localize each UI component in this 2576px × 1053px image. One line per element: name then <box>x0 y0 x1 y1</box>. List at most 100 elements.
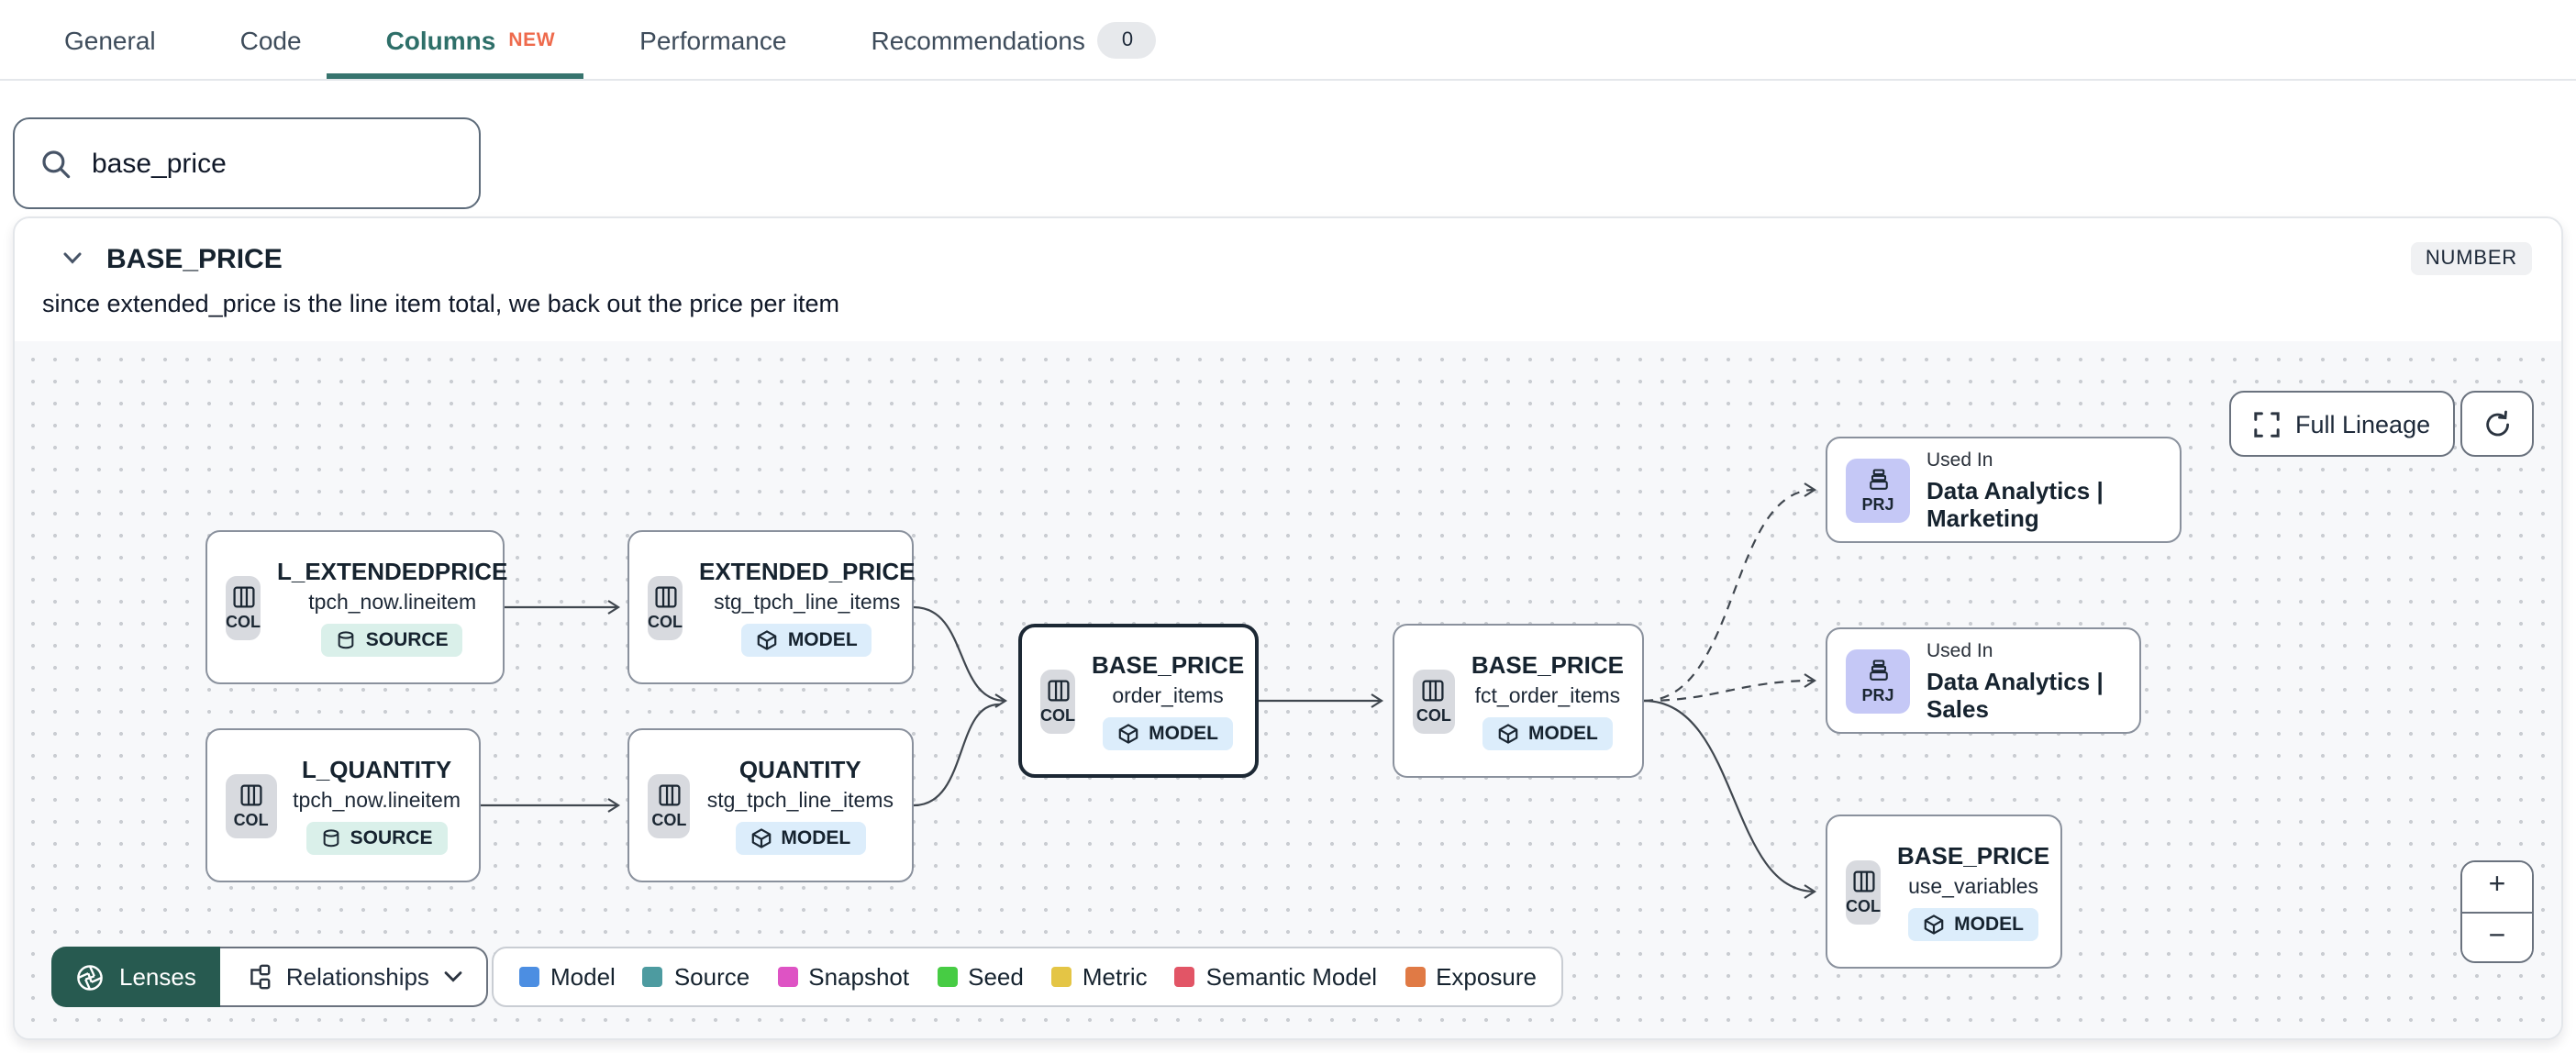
search-icon <box>40 148 72 179</box>
node-used-in-sales[interactable]: PRJ Used In Data Analytics | Sales <box>1826 627 2141 734</box>
columns-icon <box>1421 678 1447 702</box>
cube-icon <box>1923 914 1945 936</box>
database-icon <box>321 827 341 849</box>
refresh-button[interactable] <box>2460 391 2534 457</box>
node-subtitle: fct_order_items <box>1474 686 1621 708</box>
node-type-legend: Model Source Snapshot Seed Metric Semant… <box>492 947 1564 1007</box>
full-lineage-button[interactable]: Full Lineage <box>2229 391 2455 457</box>
model-badge: MODEL <box>1908 908 2038 941</box>
columns-icon <box>239 782 264 806</box>
lineage-toolbar: Lenses Relationships <box>51 947 488 1007</box>
expand-icon <box>2253 410 2281 438</box>
search-input[interactable]: base_price <box>13 117 481 209</box>
column-chip: COL <box>1846 859 1881 924</box>
relationships-dropdown[interactable]: Relationships <box>219 947 488 1007</box>
node-quantity[interactable]: COL QUANTITY stg_tpch_line_items MODEL <box>627 728 914 882</box>
project-stack-icon <box>1865 467 1891 491</box>
node-title: Data Analytics | Sales <box>1926 667 2104 722</box>
node-base-price-fct-order-items[interactable]: COL BASE_PRICE fct_order_items MODEL <box>1393 624 1644 778</box>
node-subtitle: stg_tpch_line_items <box>706 791 894 813</box>
legend-item-semantic-model: Semantic Model <box>1174 963 1377 991</box>
model-badge: MODEL <box>735 822 866 855</box>
node-l-extendedprice[interactable]: COL L_EXTENDEDPRICE tpch_now.lineitem SO… <box>205 530 507 684</box>
cube-icon <box>1117 723 1139 745</box>
snapshot-swatch <box>777 967 798 987</box>
tab-code[interactable]: Code <box>239 25 302 54</box>
cube-icon <box>1497 723 1519 745</box>
semantic-model-swatch <box>1174 967 1195 987</box>
seed-swatch <box>937 967 958 987</box>
relationships-icon <box>244 963 272 991</box>
legend-item-source: Source <box>642 963 749 991</box>
columns-icon <box>1850 869 1876 892</box>
metric-swatch <box>1050 967 1071 987</box>
columns-icon <box>230 584 256 608</box>
zoom-controls: + − <box>2460 860 2534 963</box>
column-chip: COL <box>1040 669 1075 733</box>
source-swatch <box>642 967 663 987</box>
cube-icon <box>757 629 779 651</box>
model-badge: MODEL <box>741 624 872 657</box>
node-extended-price[interactable]: COL EXTENDED_PRICE stg_tpch_line_items M… <box>627 530 916 684</box>
aperture-icon <box>75 962 105 992</box>
model-badge: MODEL <box>1103 717 1233 750</box>
column-chip: COL <box>1413 669 1455 733</box>
database-icon <box>337 629 357 651</box>
collapse-chevron-icon[interactable] <box>62 251 83 266</box>
new-badge: NEW <box>508 28 556 50</box>
column-chip: COL <box>648 773 691 837</box>
zoom-out-button[interactable]: − <box>2462 913 2532 961</box>
node-title: BASE_PRICE <box>1897 842 2050 870</box>
column-type-badge: NUMBER <box>2410 242 2532 275</box>
chevron-down-icon <box>444 970 462 983</box>
node-title: EXTENDED_PRICE <box>699 558 916 585</box>
source-badge: SOURCE <box>305 822 448 855</box>
cube-icon <box>749 827 772 849</box>
legend-item-snapshot: Snapshot <box>777 963 909 991</box>
tab-columns[interactable]: Columns NEW <box>385 25 556 54</box>
node-base-price-order-items[interactable]: COL BASE_PRICE order_items MODEL <box>1018 624 1259 778</box>
column-card: BASE_PRICE NUMBER since extended_price i… <box>13 216 2563 1040</box>
columns-icon <box>656 782 682 806</box>
column-description: since extended_price is the line item to… <box>42 290 839 317</box>
lenses-button[interactable]: Lenses <box>51 947 220 1007</box>
legend-item-seed: Seed <box>937 963 1024 991</box>
column-chip: COL <box>226 575 261 639</box>
legend-item-exposure: Exposure <box>1405 963 1537 991</box>
tab-performance[interactable]: Performance <box>639 25 787 54</box>
node-title: L_QUANTITY <box>301 756 452 783</box>
node-subtitle: tpch_now.lineitem <box>293 791 461 813</box>
search-area: base_price <box>0 81 2576 209</box>
search-value: base_price <box>92 148 227 179</box>
node-subtitle: order_items <box>1112 686 1224 708</box>
node-title: BASE_PRICE <box>1471 651 1624 679</box>
count-badge: 0 <box>1097 21 1157 58</box>
node-subtitle: use_variables <box>1908 877 2039 899</box>
tab-recommendations[interactable]: Recommendations 0 <box>871 21 1157 58</box>
lineage-canvas[interactable]: COL L_EXTENDEDPRICE tpch_now.lineitem SO… <box>15 341 2561 1038</box>
model-swatch <box>519 967 539 987</box>
legend-item-model: Model <box>519 963 616 991</box>
refresh-icon <box>2482 408 2513 439</box>
zoom-in-button[interactable]: + <box>2462 862 2532 913</box>
active-tab-underline <box>327 73 583 79</box>
node-subtitle: tpch_now.lineitem <box>308 593 477 615</box>
project-stack-icon <box>1865 658 1891 682</box>
column-header: BASE_PRICE NUMBER <box>15 218 2561 275</box>
node-subtitle: stg_tpch_line_items <box>714 593 901 615</box>
tab-general[interactable]: General <box>64 25 156 54</box>
legend-item-metric: Metric <box>1050 963 1148 991</box>
project-chip: PRJ <box>1846 458 1910 522</box>
project-chip: PRJ <box>1846 648 1910 713</box>
used-in-label: Used In <box>1926 639 1993 661</box>
model-badge: MODEL <box>1482 717 1613 750</box>
node-l-quantity[interactable]: COL L_QUANTITY tpch_now.lineitem SOURCE <box>205 728 481 882</box>
lineage-edges <box>481 482 1817 899</box>
node-title: Data Analytics | Marketing <box>1926 476 2104 531</box>
node-used-in-marketing[interactable]: PRJ Used In Data Analytics | Marketing <box>1826 437 2182 543</box>
node-base-price-use-variables[interactable]: COL BASE_PRICE use_variables MODEL <box>1826 815 2062 969</box>
node-title: QUANTITY <box>738 756 861 783</box>
used-in-label: Used In <box>1926 449 1993 471</box>
node-title: BASE_PRICE <box>1092 651 1245 679</box>
